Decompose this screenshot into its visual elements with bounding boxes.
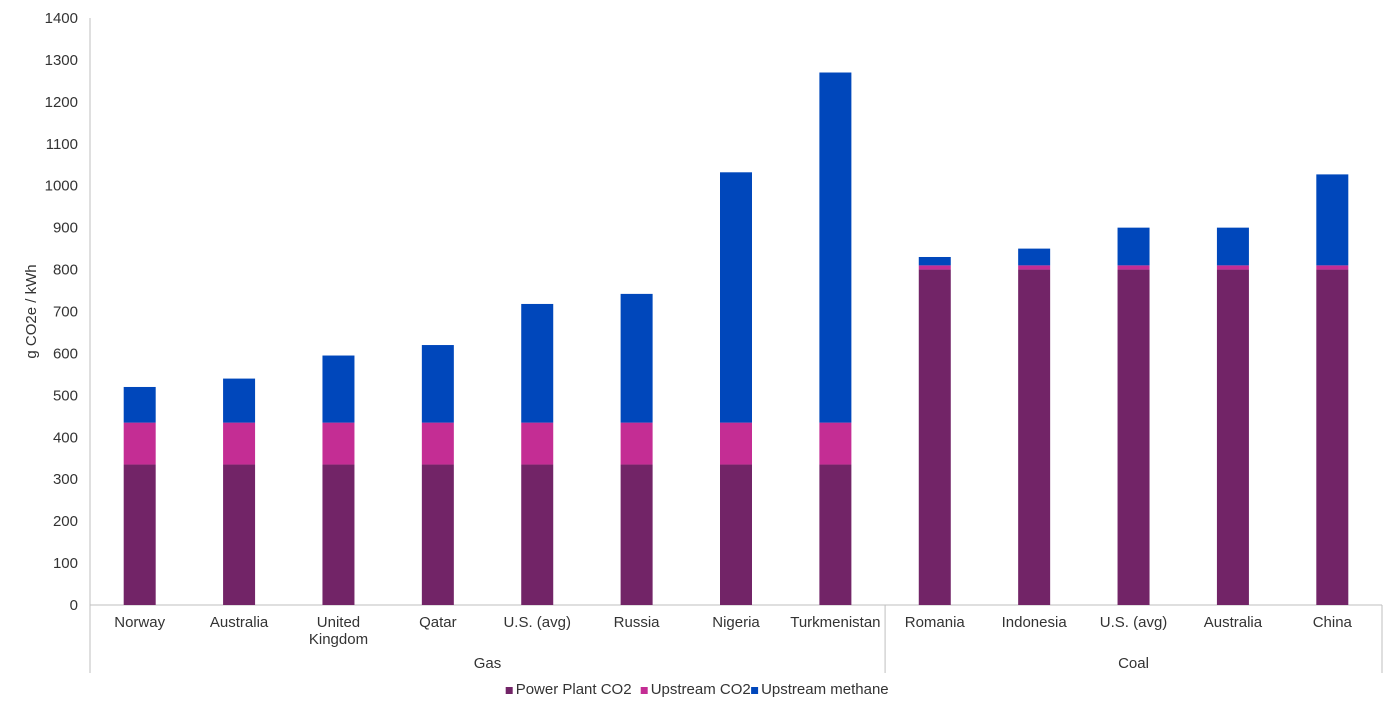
y-tick-label: 700 xyxy=(53,304,78,321)
labels-layer: Norway Australia United Kingdom Qatar U.S. (a… xyxy=(114,614,1352,672)
y-tick-label: 500 xyxy=(53,387,78,404)
bar-segment-power-plant-co2 xyxy=(1316,269,1349,605)
legend-label: Upstream methane xyxy=(761,681,889,698)
bar-segment-upstream-co2 xyxy=(421,422,454,465)
bar-segment-upstream-methane xyxy=(123,386,156,423)
legend-label: Power Plant CO2 xyxy=(516,681,632,698)
bar-segment-power-plant-co2 xyxy=(720,464,752,605)
bar-segment-upstream-methane xyxy=(322,355,355,423)
y-tick-label: 1100 xyxy=(46,136,78,153)
bar-segment-upstream-methane xyxy=(819,72,852,423)
x-category-label: Romania xyxy=(905,614,966,631)
y-tick-label: 900 xyxy=(53,220,78,237)
x-category-label: Qatar xyxy=(419,614,457,631)
x-category-label: China xyxy=(1313,614,1353,631)
axis-layer: 0 100 200 300 400 500 600 700 800 900 1000 1100 1200… xyxy=(23,10,1383,673)
bar-segment-power-plant-co2 xyxy=(1216,269,1249,605)
bar-segment-power-plant-co2 xyxy=(918,269,951,605)
bar-segment-power-plant-co2 xyxy=(421,464,454,605)
y-tick-label: 600 xyxy=(53,345,78,362)
bar-segment-power-plant-co2 xyxy=(620,464,653,605)
bar-segment-upstream-methane xyxy=(720,172,752,423)
bar-segment-upstream-co2 xyxy=(322,422,355,465)
x-category-label: Norway xyxy=(114,614,165,631)
bar-segment-upstream-methane xyxy=(918,256,951,266)
bar-segment-upstream-co2 xyxy=(1018,265,1051,270)
bar-segment-power-plant-co2 xyxy=(223,464,256,605)
x-category-label: Russia xyxy=(614,614,661,631)
y-tick-label: 100 xyxy=(53,555,78,572)
legend-swatch xyxy=(505,687,513,694)
bar-segment-power-plant-co2 xyxy=(521,464,554,605)
legend-swatch xyxy=(751,687,759,694)
y-tick-label: 1000 xyxy=(45,178,78,195)
y-tick-label: 0 xyxy=(70,597,78,614)
bar-segment-upstream-co2 xyxy=(918,265,951,270)
bar-segment-upstream-co2 xyxy=(819,422,852,465)
bar-segment-upstream-methane xyxy=(421,345,454,423)
bar-segment-power-plant-co2 xyxy=(819,464,852,605)
x-category-label: U.S. (avg) xyxy=(503,614,571,631)
bar-segment-upstream-co2 xyxy=(1117,265,1150,270)
x-category-label: Nigeria xyxy=(712,614,760,631)
bar-segment-upstream-co2 xyxy=(521,422,554,465)
bar-segment-upstream-methane xyxy=(223,378,256,423)
bar-segment-upstream-methane xyxy=(1316,174,1349,266)
y-tick-label: 200 xyxy=(53,513,78,530)
x-category-label: Turkmenistan xyxy=(790,614,880,631)
y-axis-title: g CO2e / kWh xyxy=(23,264,40,358)
bar-segment-power-plant-co2 xyxy=(1117,269,1150,605)
bar-segment-power-plant-co2 xyxy=(123,464,156,605)
bar-segment-upstream-co2 xyxy=(223,422,256,465)
bars-layer xyxy=(123,72,1349,605)
bar-segment-upstream-methane xyxy=(521,303,554,423)
y-tick-label: 1200 xyxy=(45,94,78,111)
bar-segment-power-plant-co2 xyxy=(322,464,355,605)
bar-segment-upstream-methane xyxy=(1117,227,1150,266)
x-group-label: Gas xyxy=(474,655,502,672)
x-group-label: Coal xyxy=(1118,655,1149,672)
bar-segment-upstream-co2 xyxy=(720,422,752,465)
bar-segment-upstream-co2 xyxy=(1316,265,1349,270)
y-tick-label: 400 xyxy=(53,429,78,446)
y-tick-label: 1400 xyxy=(45,10,78,27)
bar-segment-upstream-co2 xyxy=(123,422,156,465)
x-category-label: Australia xyxy=(1204,614,1263,631)
legend-swatch xyxy=(640,687,648,694)
bar-segment-upstream-co2 xyxy=(1216,265,1249,270)
y-tick-label: 800 xyxy=(53,262,78,279)
x-category-label: U.S. (avg) xyxy=(1100,614,1168,631)
legend: Power Plant CO2 Upstream CO2 Upstream meth… xyxy=(505,681,889,698)
y-tick-label: 1300 xyxy=(45,52,78,69)
bar-segment-power-plant-co2 xyxy=(1018,269,1051,605)
x-category-label: United Kingdom xyxy=(309,614,368,648)
y-tick-label: 300 xyxy=(53,471,78,488)
x-category-label: Indonesia xyxy=(1002,614,1068,631)
bar-segment-upstream-methane xyxy=(1216,227,1249,266)
bar-segment-upstream-methane xyxy=(620,293,653,423)
x-category-label: Australia xyxy=(210,614,269,631)
bar-segment-upstream-methane xyxy=(1018,248,1051,266)
legend-label: Upstream CO2 xyxy=(651,681,751,698)
bar-segment-upstream-co2 xyxy=(620,422,653,465)
